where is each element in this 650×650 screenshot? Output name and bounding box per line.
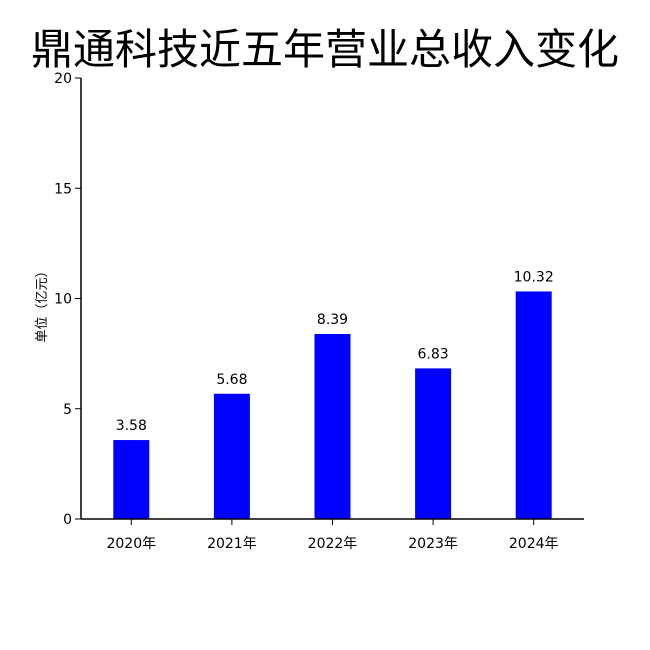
chart-title: 鼎通科技近五年营业总收入变化 <box>30 25 619 74</box>
bar <box>213 393 250 519</box>
x-tick-label: 2022年 <box>308 536 358 552</box>
data-label: 3.58 <box>116 418 147 434</box>
data-label: 10.32 <box>514 269 554 285</box>
bar <box>515 291 552 519</box>
y-tick-label: 10 <box>54 292 72 308</box>
data-label: 5.68 <box>216 372 247 388</box>
y-tick-label: 0 <box>63 512 72 528</box>
x-tick-label: 2021年 <box>207 536 257 552</box>
y-tick-label: 15 <box>54 181 72 197</box>
y-axis-title: 单位（亿元） <box>35 264 50 342</box>
x-tick-label: 2023年 <box>408 536 458 552</box>
x-ticks: 2020年 2021年 2022年 2023年 2024年 <box>106 519 559 552</box>
data-labels: 3.58 5.68 8.39 6.83 10.32 <box>116 269 554 434</box>
x-tick-label: 2024年 <box>509 536 559 552</box>
data-label: 6.83 <box>418 346 449 362</box>
bar <box>415 368 452 519</box>
bars-layer <box>113 291 552 519</box>
y-tick-label: 5 <box>63 402 72 418</box>
data-label: 8.39 <box>317 312 348 328</box>
x-tick-label: 2020年 <box>106 536 156 552</box>
y-tick-label: 20 <box>54 71 72 87</box>
y-ticks: 0 5 10 15 20 <box>54 71 81 528</box>
bar <box>113 440 150 519</box>
bar <box>314 334 351 519</box>
